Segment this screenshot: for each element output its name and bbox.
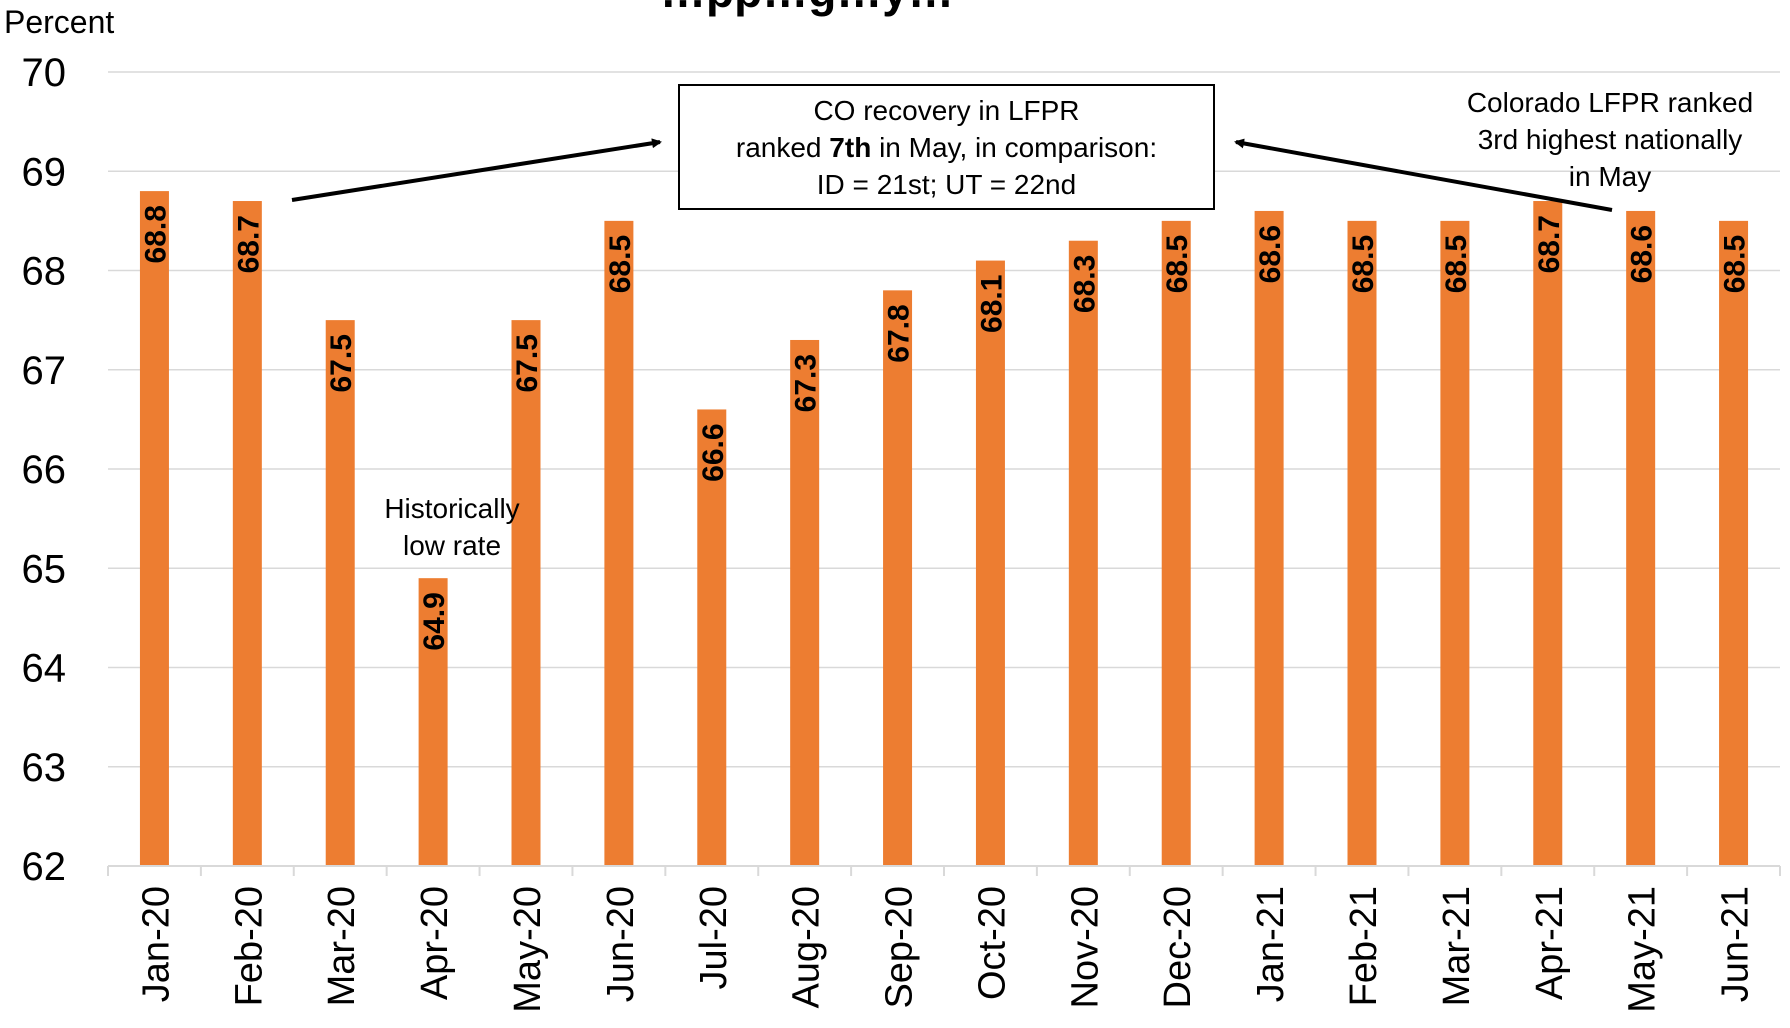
data-label: 68.1 [975,275,1008,333]
y-tick-label: 67 [22,349,67,393]
data-label: 66.6 [697,423,730,481]
bar [1440,220,1470,866]
x-tick-label: Sep-20 [879,886,921,1009]
x-tick-label: Jun-21 [1715,886,1757,1002]
data-label: 68.5 [1161,235,1194,293]
data-label: 68.5 [1440,235,1473,293]
data-label: 64.9 [418,592,451,650]
chart-title: …pp…g…y… [660,0,954,18]
bar [1254,210,1284,866]
right-note-line-3: in May [1568,161,1652,192]
data-label: 67.8 [883,304,916,362]
y-tick-label: 68 [22,250,67,294]
callout-line-2: ranked 7th in May, in comparison: [680,129,1213,166]
x-tick-label: Jan-20 [135,886,177,1002]
x-tick-label: Mar-20 [321,886,363,1006]
bar [418,578,448,866]
bar [790,339,820,867]
bar [232,201,262,866]
bar [325,320,355,866]
right-note-line-1: Colorado LFPR ranked [1466,87,1754,118]
y-axis-label: Percent [4,4,115,40]
bar [1161,220,1191,866]
callout-line-2-pre: ranked [735,132,830,163]
x-tick-label: Oct-20 [971,886,1013,1000]
x-tick-label: Aug-20 [786,886,828,1009]
y-tick-label: 63 [22,746,67,790]
data-label: 68.7 [1533,215,1566,273]
callout-rank: 7th [829,132,872,163]
data-label: 68.6 [1626,225,1659,283]
data-label: 68.7 [232,215,265,273]
bar [975,260,1005,866]
callout-line-3: ID = 21st; UT = 22nd [816,169,1077,200]
gridlines [108,71,1780,768]
y-tick-label: 70 [22,51,67,95]
bar [1626,210,1656,866]
data-label: 67.5 [325,334,358,392]
data-label: 67.3 [790,354,823,412]
x-tick-label: Feb-21 [1343,886,1385,1006]
callout-line-1: CO recovery in LFPR [813,95,1080,126]
bar [511,320,541,866]
x-tick-label: Apr-20 [414,886,456,1000]
right-note-line-2: 3rd highest nationally [1477,124,1743,155]
data-label: 68.5 [1719,235,1752,293]
colorado-rank-note: Colorado LFPR ranked 3rd highest nationa… [1440,84,1780,195]
annotation-arrows [291,138,1613,212]
historically-low-note: Historically low rate [362,490,542,564]
data-label: 68.5 [604,235,637,293]
x-tick-label: Apr-21 [1529,886,1571,1000]
data-label: 67.5 [511,334,544,392]
apr-note-line-2: low rate [402,530,502,561]
x-tick-label: May-20 [507,886,549,1013]
x-tick-label: Feb-20 [228,886,270,1006]
bars: 68.8 68.7 67.5 64.9 67.5 68.5 66.6 67.3 67.8 68.1… [139,191,1752,867]
x-tick-label: Jul-20 [693,886,735,990]
x-tick-label: Dec-20 [1157,886,1199,1009]
y-tick-label: 64 [22,647,67,691]
bar [1533,201,1563,866]
bar [139,191,169,867]
bar [697,409,727,866]
apr-note-line-1: Historically [384,493,520,524]
y-tick-label: 66 [22,448,67,492]
y-tick-label: 62 [22,845,67,889]
x-tick-label: Jun-20 [600,886,642,1002]
arrow-left [291,138,662,202]
data-label: 68.6 [1254,225,1287,283]
bar [604,220,634,866]
x-tick-label: Jan-21 [1250,886,1292,1002]
bar [1068,240,1098,867]
callout-box: CO recovery in LFPR ranked 7th in May, i… [678,84,1215,210]
data-label: 68.5 [1347,235,1380,293]
bar [883,290,913,867]
data-label: 68.3 [1068,255,1101,313]
data-label: 68.8 [139,205,172,263]
callout-line-2-post: in May, in comparison: [871,132,1158,163]
x-tick-label: Nov-20 [1064,886,1106,1009]
arrow-right [1234,138,1613,212]
bar [1719,220,1749,866]
y-tick-label: 69 [22,150,67,194]
axes: 70 69 68 67 66 65 64 63 62 Jan-20 Feb-20 Mar-20 Apr-… [22,51,1781,1013]
bar [1347,220,1377,866]
x-tick-label: Mar-21 [1436,886,1478,1006]
x-tick-label: May-21 [1622,886,1664,1013]
y-tick-label: 65 [22,547,67,591]
